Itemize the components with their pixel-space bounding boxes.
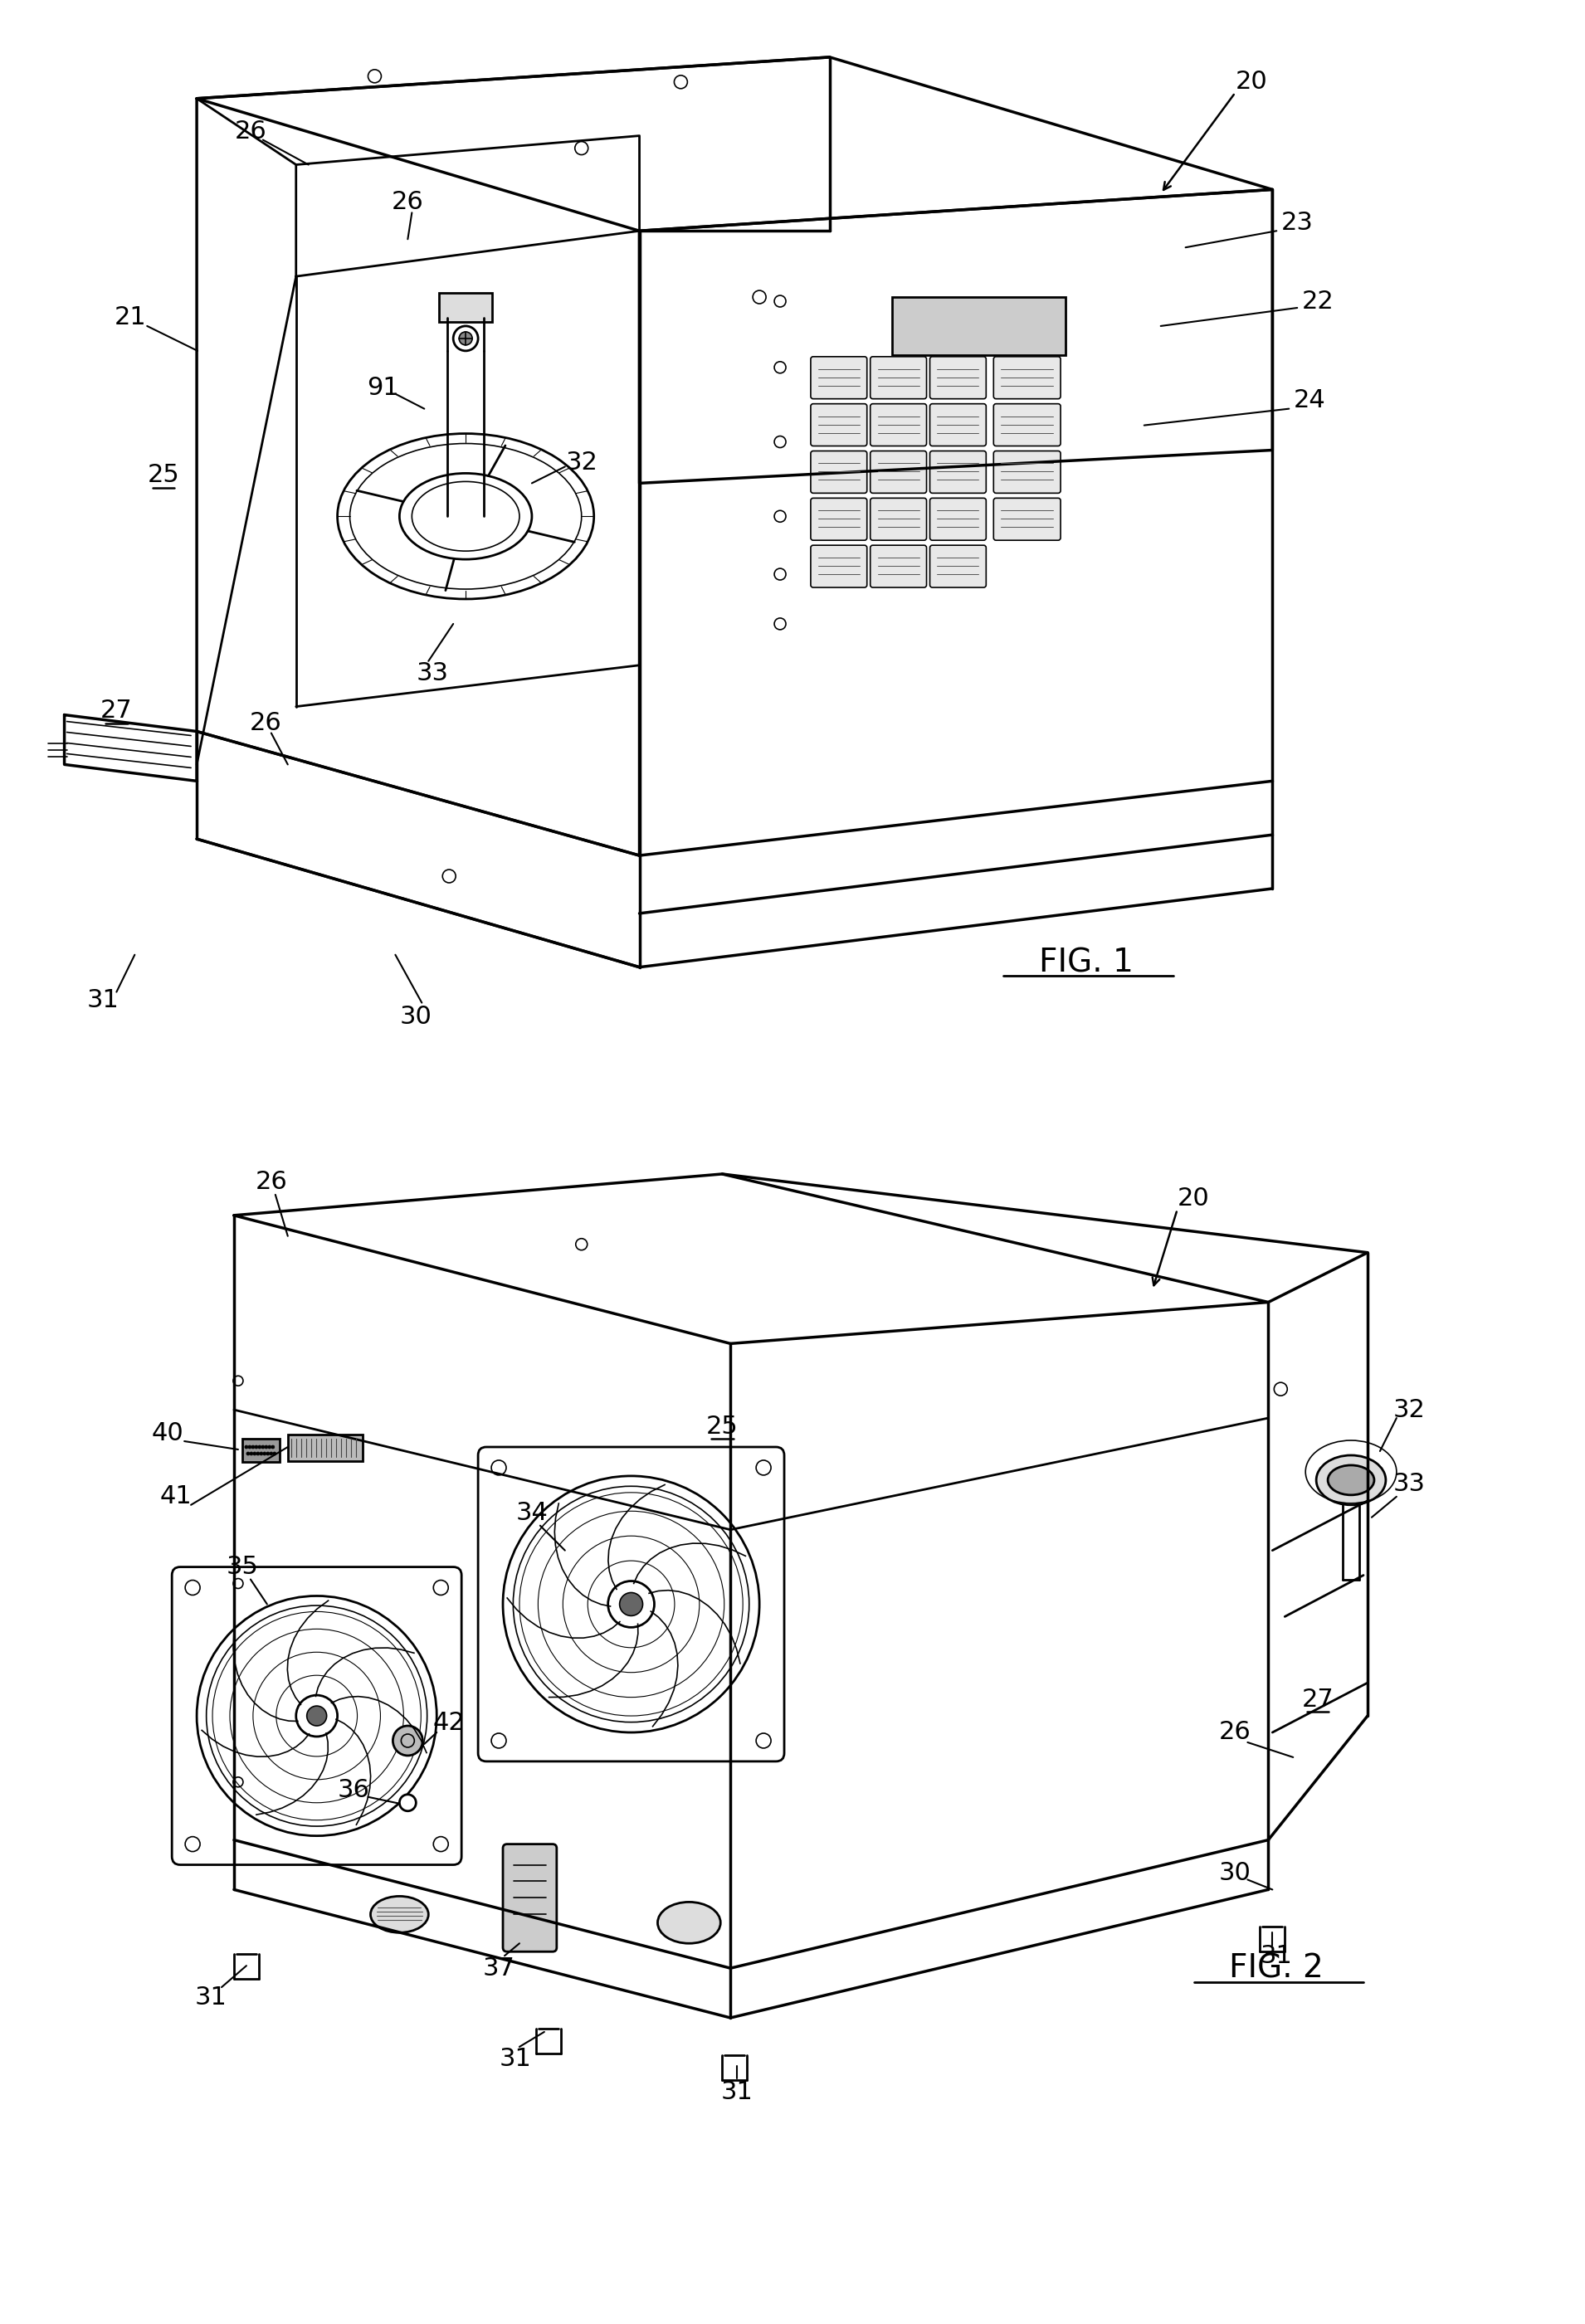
Text: 32: 32 (566, 451, 598, 474)
Circle shape (620, 1592, 644, 1615)
Text: 35: 35 (227, 1555, 258, 1578)
Text: 42: 42 (433, 1710, 464, 1734)
Text: 40: 40 (152, 1420, 184, 1446)
Bar (288, 1434, 363, 1462)
Text: 34: 34 (515, 1501, 548, 1525)
Circle shape (250, 1452, 254, 1455)
Circle shape (265, 1446, 268, 1448)
Circle shape (263, 1452, 266, 1455)
Circle shape (255, 1446, 258, 1448)
Text: 31: 31 (195, 1985, 227, 2010)
FancyBboxPatch shape (870, 451, 927, 493)
Text: 91: 91 (366, 376, 399, 400)
Text: 37: 37 (483, 1957, 515, 1980)
Text: 23: 23 (1281, 211, 1314, 235)
FancyBboxPatch shape (810, 497, 867, 539)
Circle shape (273, 1452, 276, 1455)
Text: 31: 31 (87, 988, 119, 1013)
FancyBboxPatch shape (994, 356, 1060, 400)
Text: 26: 26 (391, 191, 423, 214)
Text: 33: 33 (417, 662, 449, 686)
FancyBboxPatch shape (870, 356, 927, 400)
Circle shape (246, 1452, 250, 1455)
Circle shape (266, 1452, 269, 1455)
Text: 32: 32 (1393, 1397, 1425, 1422)
Ellipse shape (658, 1901, 721, 1943)
Text: 31: 31 (499, 2047, 531, 2071)
FancyBboxPatch shape (810, 356, 867, 400)
Text: 26: 26 (235, 119, 266, 144)
Circle shape (296, 1694, 338, 1736)
Ellipse shape (1328, 1464, 1374, 1494)
Circle shape (254, 1452, 257, 1455)
Text: 26: 26 (255, 1171, 287, 1195)
Circle shape (460, 332, 472, 344)
FancyBboxPatch shape (810, 546, 867, 588)
Text: 30: 30 (399, 1004, 433, 1030)
FancyBboxPatch shape (930, 546, 986, 588)
Circle shape (252, 1446, 255, 1448)
Circle shape (260, 1452, 263, 1455)
FancyBboxPatch shape (994, 451, 1060, 493)
FancyBboxPatch shape (810, 404, 867, 446)
FancyBboxPatch shape (930, 497, 986, 539)
Ellipse shape (371, 1896, 428, 1934)
Circle shape (307, 1706, 327, 1727)
Circle shape (244, 1446, 247, 1448)
Circle shape (269, 1452, 273, 1455)
FancyBboxPatch shape (870, 546, 927, 588)
Circle shape (271, 1446, 274, 1448)
Text: FIG. 2: FIG. 2 (1230, 1952, 1323, 1985)
Text: 36: 36 (338, 1778, 369, 1803)
Text: 20: 20 (1178, 1188, 1209, 1211)
FancyBboxPatch shape (930, 356, 986, 400)
FancyBboxPatch shape (870, 497, 927, 539)
Bar (243, 1439, 279, 1462)
Text: 26: 26 (249, 711, 282, 734)
Circle shape (257, 1452, 260, 1455)
Text: 25: 25 (147, 462, 179, 488)
Text: 25: 25 (705, 1415, 739, 1439)
FancyBboxPatch shape (870, 404, 927, 446)
FancyBboxPatch shape (994, 497, 1060, 539)
FancyBboxPatch shape (502, 1845, 556, 1952)
Circle shape (268, 1446, 271, 1448)
Text: 30: 30 (1219, 1862, 1251, 1885)
Text: 22: 22 (1301, 288, 1335, 314)
Text: 27: 27 (100, 700, 133, 723)
FancyBboxPatch shape (810, 451, 867, 493)
Circle shape (262, 1446, 265, 1448)
Circle shape (247, 1446, 252, 1448)
Circle shape (399, 1794, 415, 1810)
Text: 21: 21 (114, 307, 147, 330)
Circle shape (258, 1446, 262, 1448)
Text: 20: 20 (1236, 70, 1268, 93)
Text: 31: 31 (721, 2080, 753, 2103)
Bar (892, 297, 1065, 356)
Text: 27: 27 (1301, 1687, 1335, 1710)
Text: 26: 26 (1219, 1720, 1251, 1745)
Bar (439, 293, 493, 323)
Circle shape (393, 1727, 423, 1755)
FancyBboxPatch shape (994, 404, 1060, 446)
FancyBboxPatch shape (930, 404, 986, 446)
Circle shape (609, 1580, 655, 1627)
Text: 24: 24 (1293, 388, 1325, 411)
FancyBboxPatch shape (930, 451, 986, 493)
Ellipse shape (1316, 1455, 1385, 1506)
Circle shape (453, 325, 479, 351)
Text: FIG. 1: FIG. 1 (1040, 948, 1133, 978)
Text: 41: 41 (160, 1485, 192, 1508)
Text: 31: 31 (1260, 1943, 1293, 1968)
Text: 33: 33 (1393, 1471, 1425, 1497)
